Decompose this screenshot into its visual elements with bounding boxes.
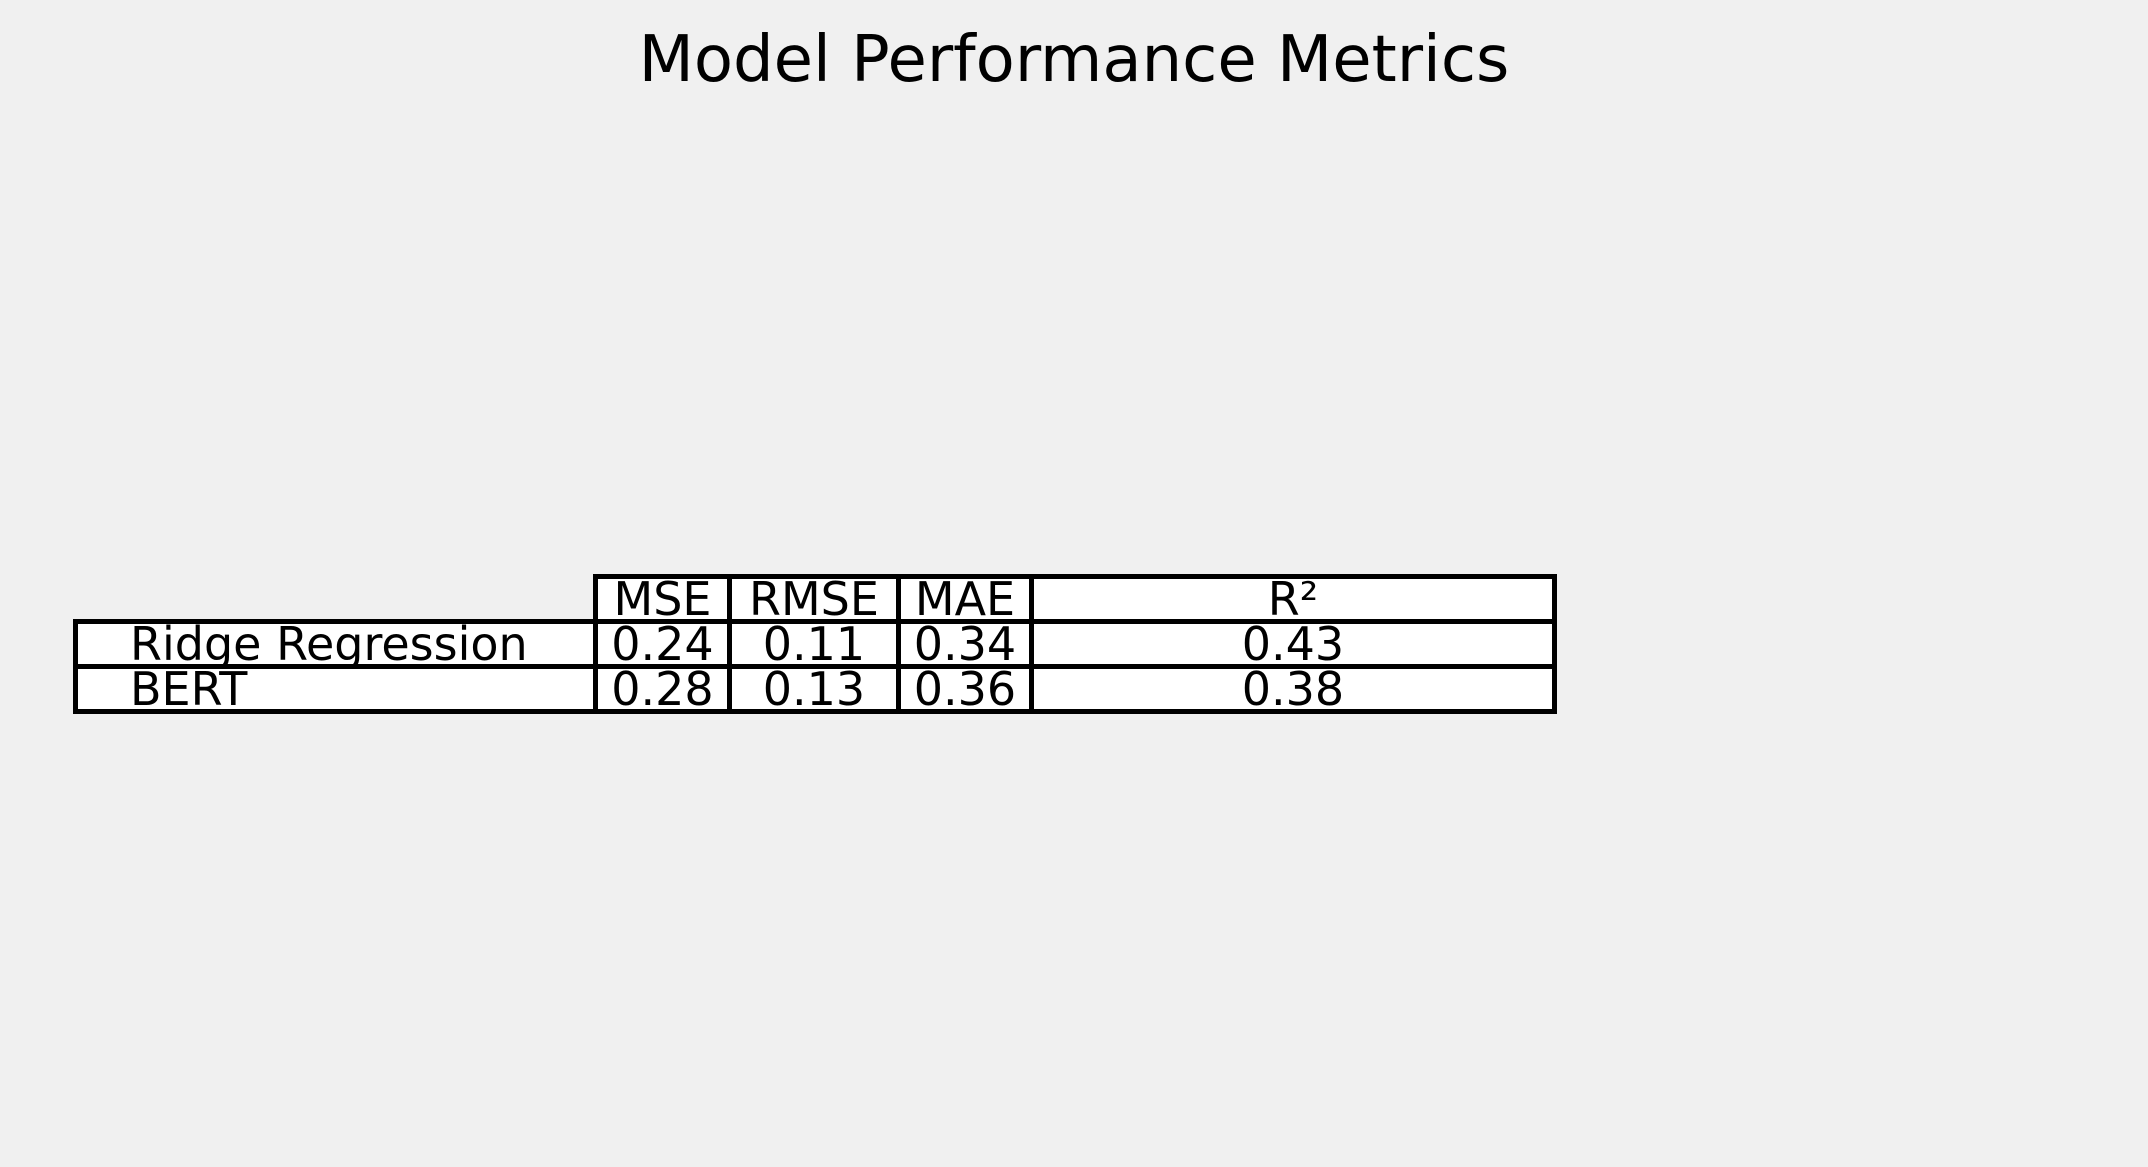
column-header-mse: MSE [593,574,732,624]
table-row: Ridge Regression 0.24 0.11 0.34 0.43 [73,619,1557,669]
corner-cell [76,577,596,622]
cell-ridge-mse: 0.24 [593,619,732,669]
column-header-mae: MAE [896,574,1034,624]
cell-bert-mae: 0.36 [896,664,1034,714]
chart-title: Model Performance Metrics [638,23,1510,97]
row-label-ridge-regression: Ridge Regression [73,619,598,669]
cell-ridge-r2: 0.43 [1029,619,1557,669]
cell-ridge-rmse: 0.11 [727,619,901,669]
column-header-rmse: RMSE [727,574,901,624]
cell-bert-rmse: 0.13 [727,664,901,714]
metrics-table: MSE RMSE MAE R² Ridge Regression 0.24 0.… [73,574,1557,714]
cell-ridge-mae: 0.34 [896,619,1034,669]
header-row: MSE RMSE MAE R² [76,574,1557,624]
row-label-bert: BERT [73,664,598,714]
table-row: BERT 0.28 0.13 0.36 0.38 [73,664,1557,714]
column-header-r2: R² [1029,574,1557,624]
cell-bert-r2: 0.38 [1029,664,1557,714]
cell-bert-mse: 0.28 [593,664,732,714]
